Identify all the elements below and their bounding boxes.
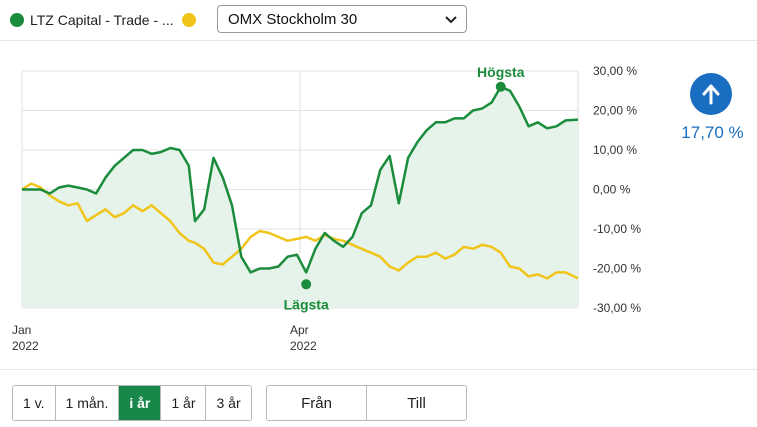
date-range-selector: Från Till bbox=[266, 385, 467, 421]
annotation-point bbox=[301, 279, 312, 290]
period-selector: 1 v. 1 mån. i år 1 år 3 år bbox=[12, 385, 252, 421]
fund-area-fill bbox=[22, 86, 578, 308]
performance-chart: Högsta Lägsta 30,00 % 20,00 % 10,00 % 0,00 %… bbox=[12, 64, 641, 353]
x-tick-label: Apr bbox=[290, 323, 309, 337]
x-tick-label: Jan bbox=[12, 323, 31, 337]
y-tick-label: 10,00 % bbox=[593, 143, 637, 157]
chevron-down-icon bbox=[445, 16, 457, 24]
index-select[interactable]: OMX Stockholm 30 bbox=[217, 5, 467, 33]
period-button[interactable]: 1 v. bbox=[13, 386, 56, 420]
period-button[interactable]: 1 mån. bbox=[55, 386, 120, 420]
x-tick-label: 2022 bbox=[290, 339, 317, 353]
to-date-button[interactable]: Till bbox=[407, 394, 426, 412]
bottom-divider bbox=[0, 369, 757, 370]
x-tick-label: 2022 bbox=[12, 339, 39, 353]
fund-legend-label[interactable]: LTZ Capital - Trade - ... bbox=[30, 12, 174, 28]
fund-line bbox=[22, 85, 579, 274]
y-tick-label: -10,00 % bbox=[593, 222, 641, 236]
y-tick-label: 0,00 % bbox=[593, 183, 631, 197]
period-button[interactable]: i år bbox=[119, 386, 162, 420]
fund-legend-dot bbox=[10, 13, 24, 27]
period-button[interactable]: 1 år bbox=[161, 386, 207, 420]
y-axis-ticks: 30,00 % 20,00 % 10,00 % 0,00 % -10,00 % -20,0… bbox=[593, 64, 641, 315]
index-line bbox=[21, 182, 579, 280]
arrow-up-icon bbox=[702, 84, 720, 105]
y-tick-label: -30,00 % bbox=[593, 301, 641, 315]
index-select-value: OMX Stockholm 30 bbox=[228, 10, 358, 28]
x-axis-ticks: Jan 2022 Apr 2022 bbox=[12, 323, 317, 353]
period-button[interactable]: 3 år bbox=[206, 386, 251, 420]
index-legend-dot bbox=[181, 13, 196, 27]
y-tick-label: 20,00 % bbox=[593, 104, 637, 118]
highest-label: Högsta bbox=[477, 64, 525, 80]
change-value: 17,70 % bbox=[681, 123, 744, 142]
y-tick-label: -20,00 % bbox=[593, 262, 641, 276]
y-tick-label: 30,00 % bbox=[593, 64, 637, 78]
chart-annotations: Högsta Lägsta bbox=[284, 64, 525, 312]
top-divider bbox=[0, 40, 757, 41]
chart-legend: LTZ Capital - Trade - ... bbox=[10, 8, 196, 32]
lowest-label: Lägsta bbox=[284, 296, 329, 312]
chart-series bbox=[21, 85, 579, 280]
change-up-badge bbox=[690, 73, 732, 115]
annotation-point bbox=[495, 81, 506, 92]
from-date-button[interactable]: Från bbox=[267, 386, 367, 420]
